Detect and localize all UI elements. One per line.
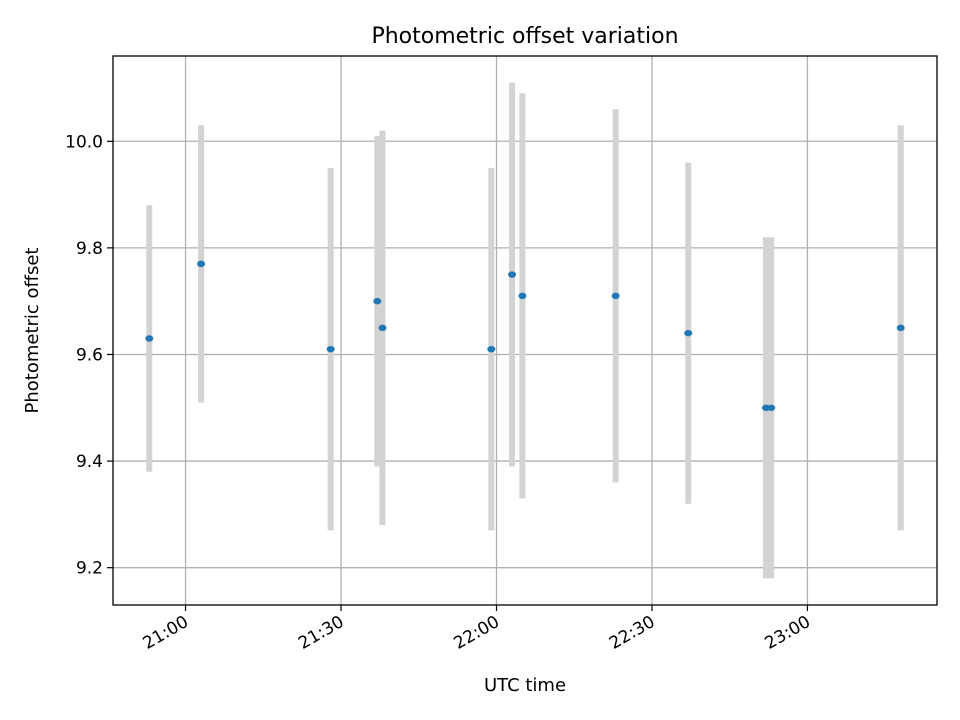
y-tick-label: 9.6: [76, 345, 103, 365]
y-axis-title: Photometric offset: [22, 248, 43, 414]
data-point: [487, 345, 496, 353]
data-point: [508, 271, 517, 278]
data-point: [684, 329, 693, 337]
y-tick-label: 10.0: [65, 132, 103, 152]
data-point: [767, 404, 776, 411]
chart-title: Photometric offset variation: [371, 24, 678, 49]
data-point: [145, 335, 154, 342]
data-point: [518, 292, 527, 300]
data-point: [896, 324, 905, 332]
x-axis-title: UTC time: [484, 675, 566, 696]
data-point: [326, 345, 335, 353]
y-tick-label: 9.2: [76, 559, 103, 579]
y-tick-label: 9.4: [76, 452, 103, 472]
plot-area-frame: [112, 55, 938, 606]
data-points: [145, 260, 905, 411]
data-point: [197, 260, 206, 268]
data-point: [378, 324, 387, 332]
y-tick-label: 9.8: [76, 239, 103, 259]
data-point: [373, 297, 382, 305]
data-point: [611, 292, 620, 300]
